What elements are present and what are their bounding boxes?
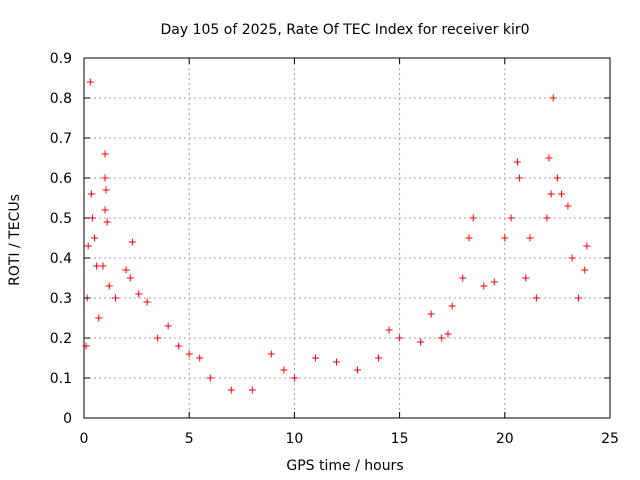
data-point: [522, 274, 530, 282]
data-point: [122, 266, 130, 274]
y-tick-label: 0.7: [50, 131, 72, 147]
data-point: [185, 350, 193, 358]
data-point: [103, 218, 111, 226]
y-tick-label: 0.9: [50, 51, 72, 67]
data-point: [568, 254, 576, 262]
data-point: [375, 354, 383, 362]
x-tick-label: 20: [496, 431, 514, 447]
data-point: [549, 94, 557, 102]
data-point: [581, 266, 589, 274]
data-point: [448, 302, 456, 310]
data-point: [128, 238, 136, 246]
data-point: [311, 354, 319, 362]
data-point: [86, 78, 94, 86]
data-point: [105, 282, 113, 290]
data-point: [507, 214, 515, 222]
data-point: [490, 278, 498, 286]
data-point: [553, 174, 561, 182]
data-point: [88, 214, 96, 222]
data-point: [547, 190, 555, 198]
plot-frame: [83, 57, 611, 419]
x-tick-labels: 0 5 10 15 20 25: [80, 431, 619, 447]
data-point: [332, 358, 340, 366]
data-point: [574, 294, 582, 302]
data-point: [196, 354, 204, 362]
data-point: [501, 234, 509, 242]
data-point: [564, 202, 572, 210]
x-tick-label: 10: [285, 431, 303, 447]
axis-ticks: [83, 57, 611, 419]
y-tick-label: 0.2: [50, 331, 72, 347]
x-tick-label: 25: [601, 431, 619, 447]
y-tick-labels: 0 0.1 0.2 0.3 0.4 0.5 0.6 0.7 0.8 0.9: [50, 51, 72, 427]
data-point: [465, 234, 473, 242]
data-point: [101, 206, 109, 214]
x-tick-label: 5: [185, 431, 194, 447]
data-point: [290, 374, 298, 382]
data-point: [101, 174, 109, 182]
data-point: [143, 298, 151, 306]
data-point: [280, 366, 288, 374]
data-point: [385, 326, 393, 334]
data-point: [480, 282, 488, 290]
y-tick-label: 0.6: [50, 171, 72, 187]
data-point: [93, 262, 101, 270]
data-point: [164, 322, 172, 330]
x-tick-label: 0: [80, 431, 89, 447]
data-point: [135, 290, 143, 298]
data-point: [102, 186, 110, 194]
data-point: [583, 242, 591, 250]
data-point: [532, 294, 540, 302]
data-points: [82, 78, 591, 394]
data-point: [558, 190, 566, 198]
chart-title: Day 105 of 2025, Rate Of TEC Index for r…: [160, 22, 529, 38]
data-point: [543, 214, 551, 222]
data-point: [112, 294, 120, 302]
data-point: [99, 262, 107, 270]
data-point: [154, 334, 162, 342]
data-point: [175, 342, 183, 350]
data-point: [516, 174, 524, 182]
data-point: [267, 350, 275, 358]
data-point: [248, 386, 256, 394]
y-tick-label: 0.5: [50, 211, 72, 227]
data-point: [354, 366, 362, 374]
data-point: [87, 190, 95, 198]
y-tick-label: 0.1: [50, 371, 72, 387]
data-point: [526, 234, 534, 242]
data-point: [101, 150, 109, 158]
data-point: [95, 314, 103, 322]
data-point: [417, 338, 425, 346]
data-point: [438, 334, 446, 342]
data-point: [513, 158, 521, 166]
y-tick-label: 0.4: [50, 251, 72, 267]
x-axis-label: GPS time / hours: [286, 458, 403, 474]
y-tick-label: 0.8: [50, 91, 72, 107]
data-point: [396, 334, 404, 342]
data-point: [444, 330, 452, 338]
data-point: [91, 234, 99, 242]
data-point: [545, 154, 553, 162]
y-tick-label: 0: [63, 411, 72, 427]
data-point: [126, 274, 134, 282]
data-point: [427, 310, 435, 318]
y-tick-label: 0.3: [50, 291, 72, 307]
y-axis-label: ROTI / TECUs: [7, 194, 23, 286]
data-point: [469, 214, 477, 222]
data-point: [459, 274, 467, 282]
data-point: [227, 386, 235, 394]
data-point: [84, 242, 92, 250]
x-tick-label: 15: [391, 431, 409, 447]
data-point: [206, 374, 214, 382]
